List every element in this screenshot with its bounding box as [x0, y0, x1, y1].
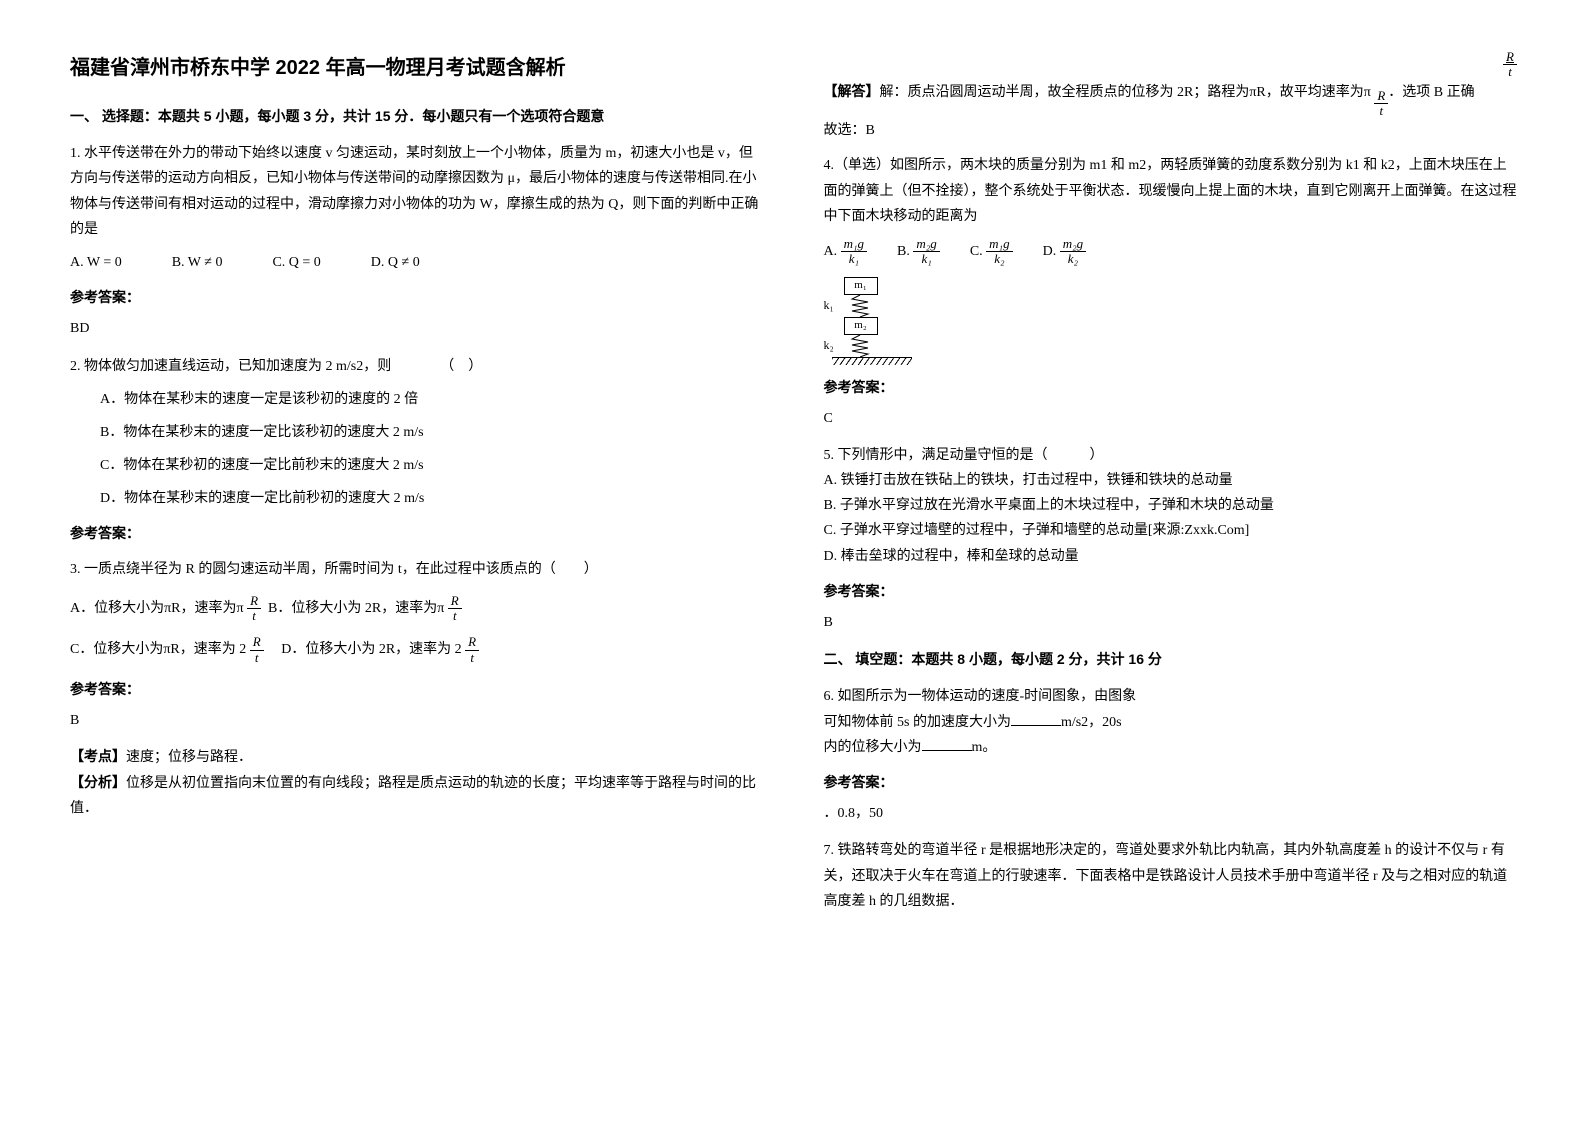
q4-opt-b: B. m₂gk₁ — [897, 237, 940, 267]
frac-icon: Rt — [448, 594, 462, 624]
question-4: 4.（单选）如图所示，两木块的质量分别为 m1 和 m2，两轻质弹簧的劲度系数分… — [824, 153, 1518, 431]
q6-line3: 内的位移大小为m。 — [824, 735, 1518, 760]
q3-row1: A．位移大小为πR，速率为π Rt B．位移大小为 2R，速率为π Rt — [70, 594, 764, 624]
q4-opt-a: A. m₁gk₁ — [824, 237, 868, 267]
q4-opt-c: C. m₁gk₂ — [970, 237, 1013, 267]
frac-icon: Rt — [1374, 89, 1388, 119]
q1-opt-d: D. Q ≠ 0 — [371, 250, 420, 275]
question-2: 2. 物体做匀加速直线运动，已知加速度为 2 m/s2，则 （ ） A．物体在某… — [70, 354, 764, 547]
right-column: Rt 【解答】解：质点沿圆周运动半周，故全程质点的位移为 2R；路程为πR，故平… — [794, 50, 1548, 1072]
q5-text: 5. 下列情形中，满足动量守恒的是（ ） — [824, 443, 1518, 468]
q3-ref-label: 参考答案： — [70, 677, 764, 702]
question-6: 6. 如图所示为一物体运动的速度-时间图象，由图象 可知物体前 5s 的加速度大… — [824, 684, 1518, 826]
q3-opt-c: C．位移大小为πR，速率为 2 — [70, 642, 246, 657]
frac-icon: Rt — [1503, 50, 1517, 80]
section-1-header: 一、 选择题：本题共 5 小题，每小题 3 分，共计 15 分．每小题只有一个选… — [70, 104, 764, 129]
section-2-header: 二、 填空题：本题共 8 小题，每小题 2 分，共计 16 分 — [824, 647, 1518, 672]
q5-answer: B — [824, 610, 1518, 635]
frac-icon: Rt — [465, 635, 479, 665]
blank-field — [1011, 710, 1061, 726]
page-title: 福建省漳州市桥东中学 2022 年高一物理月考试题含解析 — [70, 50, 764, 86]
q3-jieda-line: 【解答】解：质点沿圆周运动半周，故全程质点的位移为 2R；路程为πR，故平均速率… — [824, 80, 1518, 119]
q4-options: A. m₁gk₁ B. m₂gk₁ C. m₁gk₂ D. m₂gk₂ — [824, 237, 1518, 267]
q5-opt-a: A. 铁锤打击放在铁砧上的铁块，打击过程中，铁锤和铁块的总动量 — [824, 468, 1518, 493]
question-1: 1. 水平传送带在外力的带动下始终以速度 v 匀速运动，某时刻放上一个小物体，质… — [70, 141, 764, 341]
q3-guxuan: 故选：B — [824, 118, 1518, 143]
mass-box-2: m₂ — [844, 317, 878, 335]
q3-answer: B — [70, 708, 764, 733]
q3-opt-a: A．位移大小为πR，速率为π — [70, 601, 244, 616]
spring-icon — [850, 295, 870, 317]
q3-row2: C．位移大小为πR，速率为 2 Rt D．位移大小为 2R，速率为 2 Rt — [70, 635, 764, 665]
q2-opt-b: B．物体在某秒末的速度一定比该秒初的速度大 2 m/s — [100, 420, 764, 445]
q6-line2: 可知物体前 5s 的加速度大小为m/s2，20s — [824, 710, 1518, 735]
q3-kaodian: 【考点】速度；位移与路程． — [70, 745, 764, 770]
q4-opt-d: D. m₂gk₂ — [1043, 237, 1087, 267]
q2-text: 2. 物体做匀加速直线运动，已知加速度为 2 m/s2，则 （ ） — [70, 354, 764, 379]
q2-opt-d: D．物体在某秒末的速度一定比前秒初的速度大 2 m/s — [100, 486, 764, 511]
question-5: 5. 下列情形中，满足动量守恒的是（ ） A. 铁锤打击放在铁砧上的铁块，打击过… — [824, 443, 1518, 635]
spring-diagram: m₁ k₁ m₂ k₂ — [824, 277, 914, 365]
blank-field — [922, 735, 972, 751]
frac-icon: Rt — [250, 635, 264, 665]
q5-ref-label: 参考答案： — [824, 579, 1518, 604]
q7-text: 7. 铁路转弯处的弯道半径 r 是根据地形决定的，弯道处要求外轨比内轨高，其内外… — [824, 838, 1518, 914]
q3-text: 3. 一质点绕半径为 R 的圆匀速运动半周，所需时间为 t，在此过程中该质点的（… — [70, 557, 764, 582]
q1-text: 1. 水平传送带在外力的带动下始终以速度 v 匀速运动，某时刻放上一个小物体，质… — [70, 141, 764, 242]
q1-answer: BD — [70, 316, 764, 341]
spring-icon — [850, 335, 870, 357]
spring-label-k2: k₂ — [824, 335, 842, 357]
question-3: 3. 一质点绕半径为 R 的圆匀速运动半周，所需时间为 t，在此过程中该质点的（… — [70, 557, 764, 821]
q1-opt-b: B. W ≠ 0 — [172, 250, 223, 275]
q4-text: 4.（单选）如图所示，两木块的质量分别为 m1 和 m2，两轻质弹簧的劲度系数分… — [824, 153, 1518, 229]
q6-ref-label: 参考答案： — [824, 770, 1518, 795]
mass-box-1: m₁ — [844, 277, 878, 295]
ground-icon — [832, 357, 912, 365]
q3-fenxi: 【分析】位移是从初位置指向末位置的有向线段；路程是质点运动的轨迹的长度；平均速率… — [70, 771, 764, 821]
q6-answer: ．0.8，50 — [824, 801, 1518, 826]
q4-answer: C — [824, 406, 1518, 431]
q4-ref-label: 参考答案： — [824, 375, 1518, 400]
q1-options: A. W = 0 B. W ≠ 0 C. Q = 0 D. Q ≠ 0 — [70, 250, 764, 275]
q3-opt-b: B．位移大小为 2R，速率为π — [268, 601, 444, 616]
q2-opt-c: C．物体在某秒初的速度一定比前秒末的速度大 2 m/s — [100, 453, 764, 478]
q2-ref-label: 参考答案： — [70, 521, 764, 546]
q2-opt-a: A．物体在某秒末的速度一定是该秒初的速度的 2 倍 — [100, 387, 764, 412]
q1-opt-a: A. W = 0 — [70, 250, 122, 275]
question-7: 7. 铁路转弯处的弯道半径 r 是根据地形决定的，弯道处要求外轨比内轨高，其内外… — [824, 838, 1518, 914]
spring-label-k1: k₁ — [824, 295, 842, 317]
q5-opt-d: D. 棒击垒球的过程中，棒和垒球的总动量 — [824, 544, 1518, 569]
q3-jieda: Rt — [824, 50, 1518, 80]
q5-opt-b: B. 子弹水平穿过放在光滑水平桌面上的木块过程中，子弹和木块的总动量 — [824, 493, 1518, 518]
q1-opt-c: C. Q = 0 — [272, 250, 320, 275]
q5-opt-c: C. 子弹水平穿过墙壁的过程中，子弹和墙壁的总动量[来源:Zxxk.Com] — [824, 518, 1518, 543]
q1-ref-label: 参考答案： — [70, 285, 764, 310]
q6-line1: 6. 如图所示为一物体运动的速度-时间图象，由图象 — [824, 684, 1518, 709]
frac-icon: Rt — [247, 594, 261, 624]
q3-opt-d: D．位移大小为 2R，速率为 2 — [281, 642, 461, 657]
left-column: 福建省漳州市桥东中学 2022 年高一物理月考试题含解析 一、 选择题：本题共 … — [40, 50, 794, 1072]
